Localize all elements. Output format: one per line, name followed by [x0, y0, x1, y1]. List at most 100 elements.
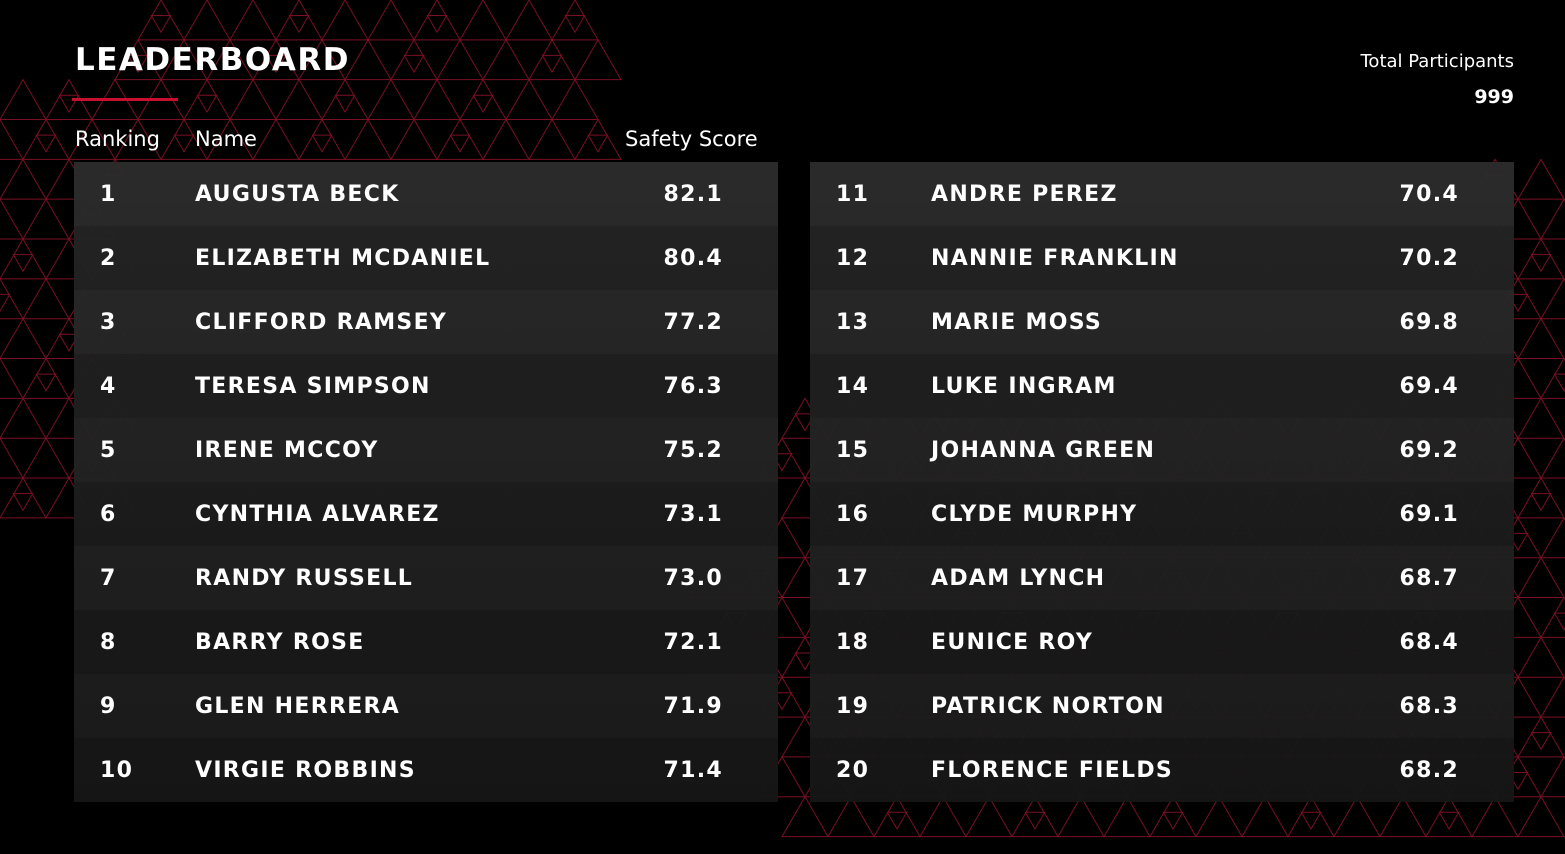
rank-cell: 15	[836, 438, 870, 463]
pattern-triangle	[1517, 238, 1565, 280]
pattern-triangle	[1517, 556, 1565, 599]
pattern-triangle	[0, 293, 11, 313]
pattern-triangle	[436, 38, 484, 81]
pattern-triangle	[827, 795, 875, 838]
pattern-triangle	[0, 198, 24, 240]
table-row: 17 ADAM LYNCH 68.7	[810, 546, 1514, 610]
pattern-triangle	[1379, 795, 1427, 838]
pattern-triangle	[229, 0, 277, 41]
pattern-triangle	[137, 0, 185, 41]
name-cell: NANNIE FRANKLIN	[931, 246, 1179, 271]
table-row: 7 RANDY RUSSELL 73.0	[74, 546, 778, 610]
pattern-triangle	[1162, 811, 1184, 831]
pattern-triangle	[781, 795, 829, 838]
pattern-triangle	[574, 118, 622, 160]
pattern-triangle	[0, 238, 47, 280]
pattern-triangle	[1540, 676, 1565, 718]
table-row: 9 GLEN HERRERA 71.9	[74, 674, 778, 738]
name-cell: JOHANNA GREEN	[931, 438, 1156, 463]
table-row: 5 IRENE MCCOY 75.2	[74, 418, 778, 482]
pattern-triangle	[114, 38, 162, 81]
pattern-triangle	[551, 0, 599, 41]
name-cell: ELIZABETH MCDANIEL	[195, 246, 491, 271]
total-participants-label: Total Participants	[1360, 51, 1515, 72]
table-row: 16 CLYDE MURPHY 69.1	[810, 482, 1514, 546]
pattern-triangle	[1438, 811, 1460, 831]
rank-cell: 18	[836, 630, 870, 655]
pattern-triangle	[574, 38, 622, 81]
pattern-triangle	[1517, 795, 1565, 838]
table-row: 10 VIRGIE ROBBINS 71.4	[74, 738, 778, 802]
name-cell: LUKE INGRAM	[931, 374, 1117, 399]
pattern-triangle	[564, 15, 586, 34]
pattern-triangle	[1333, 795, 1381, 838]
pattern-triangle	[1241, 795, 1289, 838]
pattern-triangle	[426, 15, 448, 34]
pattern-triangle	[528, 38, 576, 81]
pattern-triangle	[965, 795, 1013, 838]
pattern-triangle	[505, 78, 553, 121]
pattern-triangle	[794, 652, 816, 671]
pattern-triangle	[334, 94, 356, 113]
rank-cell: 9	[100, 694, 117, 719]
table-row: 12 NANNIE FRANKLIN 70.2	[810, 226, 1514, 290]
pattern-triangle	[127, 54, 149, 74]
name-cell: EUNICE ROY	[931, 630, 1094, 655]
pattern-triangle	[183, 0, 231, 41]
pattern-triangle	[298, 118, 346, 160]
score-cell: 69.2	[1399, 438, 1459, 463]
pattern-triangle	[1553, 612, 1565, 631]
name-cell: RANDY RUSSELL	[195, 566, 414, 591]
pattern-triangle	[1530, 254, 1552, 273]
pattern-triangle	[1530, 493, 1552, 512]
pattern-triangle	[528, 118, 576, 160]
pattern-triangle	[0, 437, 24, 479]
rank-cell: 3	[100, 310, 117, 335]
pattern-triangle	[0, 357, 24, 399]
pattern-triangle	[390, 38, 438, 81]
table-row: 2 ELIZABETH MCDANIEL 80.4	[74, 226, 778, 290]
name-cell: TERESA SIMPSON	[195, 374, 431, 399]
total-participants-value: 999	[1474, 86, 1514, 108]
leaderboard-table-right: 11 ANDRE PEREZ 70.4 12 NANNIE FRANKLIN 7…	[810, 162, 1514, 802]
score-cell: 69.8	[1399, 310, 1459, 335]
rank-cell: 20	[836, 758, 870, 783]
pattern-triangle	[252, 118, 300, 160]
pattern-triangle	[0, 277, 24, 320]
page-title: LEADERBOARD	[75, 42, 350, 78]
pattern-triangle	[0, 158, 47, 200]
pattern-triangle	[196, 94, 218, 113]
pattern-triangle	[505, 0, 553, 41]
pattern-triangle	[12, 493, 34, 512]
pattern-triangle	[541, 54, 563, 74]
name-cell: BARRY ROSE	[195, 630, 365, 655]
column-header-ranking: Ranking	[75, 127, 160, 151]
score-cell: 68.4	[1399, 630, 1459, 655]
pattern-triangle	[22, 118, 70, 160]
pattern-triangle	[1471, 795, 1519, 838]
score-cell: 70.4	[1399, 182, 1459, 207]
pattern-triangle	[1195, 795, 1243, 838]
rank-cell: 12	[836, 246, 870, 271]
pattern-triangle	[22, 357, 70, 399]
table-row: 11 ANDRE PEREZ 70.4	[810, 162, 1514, 226]
pattern-triangle	[1057, 795, 1105, 838]
pattern-triangle	[1540, 198, 1565, 240]
column-header-name: Name	[195, 127, 257, 151]
rank-cell: 7	[100, 566, 117, 591]
pattern-triangle	[275, 78, 323, 121]
rank-cell: 8	[100, 630, 117, 655]
pattern-triangle	[1287, 795, 1335, 838]
pattern-triangle	[0, 477, 47, 519]
rank-cell: 14	[836, 374, 870, 399]
name-cell: ADAM LYNCH	[931, 566, 1106, 591]
pattern-triangle	[265, 54, 287, 74]
pattern-triangle	[321, 78, 369, 121]
score-cell: 69.4	[1399, 374, 1459, 399]
rank-cell: 1	[100, 182, 117, 207]
pattern-triangle	[1517, 716, 1565, 758]
pattern-triangle	[1540, 755, 1565, 798]
pattern-triangle	[1540, 437, 1565, 479]
score-cell: 73.0	[663, 566, 723, 591]
pattern-triangle	[68, 118, 116, 160]
